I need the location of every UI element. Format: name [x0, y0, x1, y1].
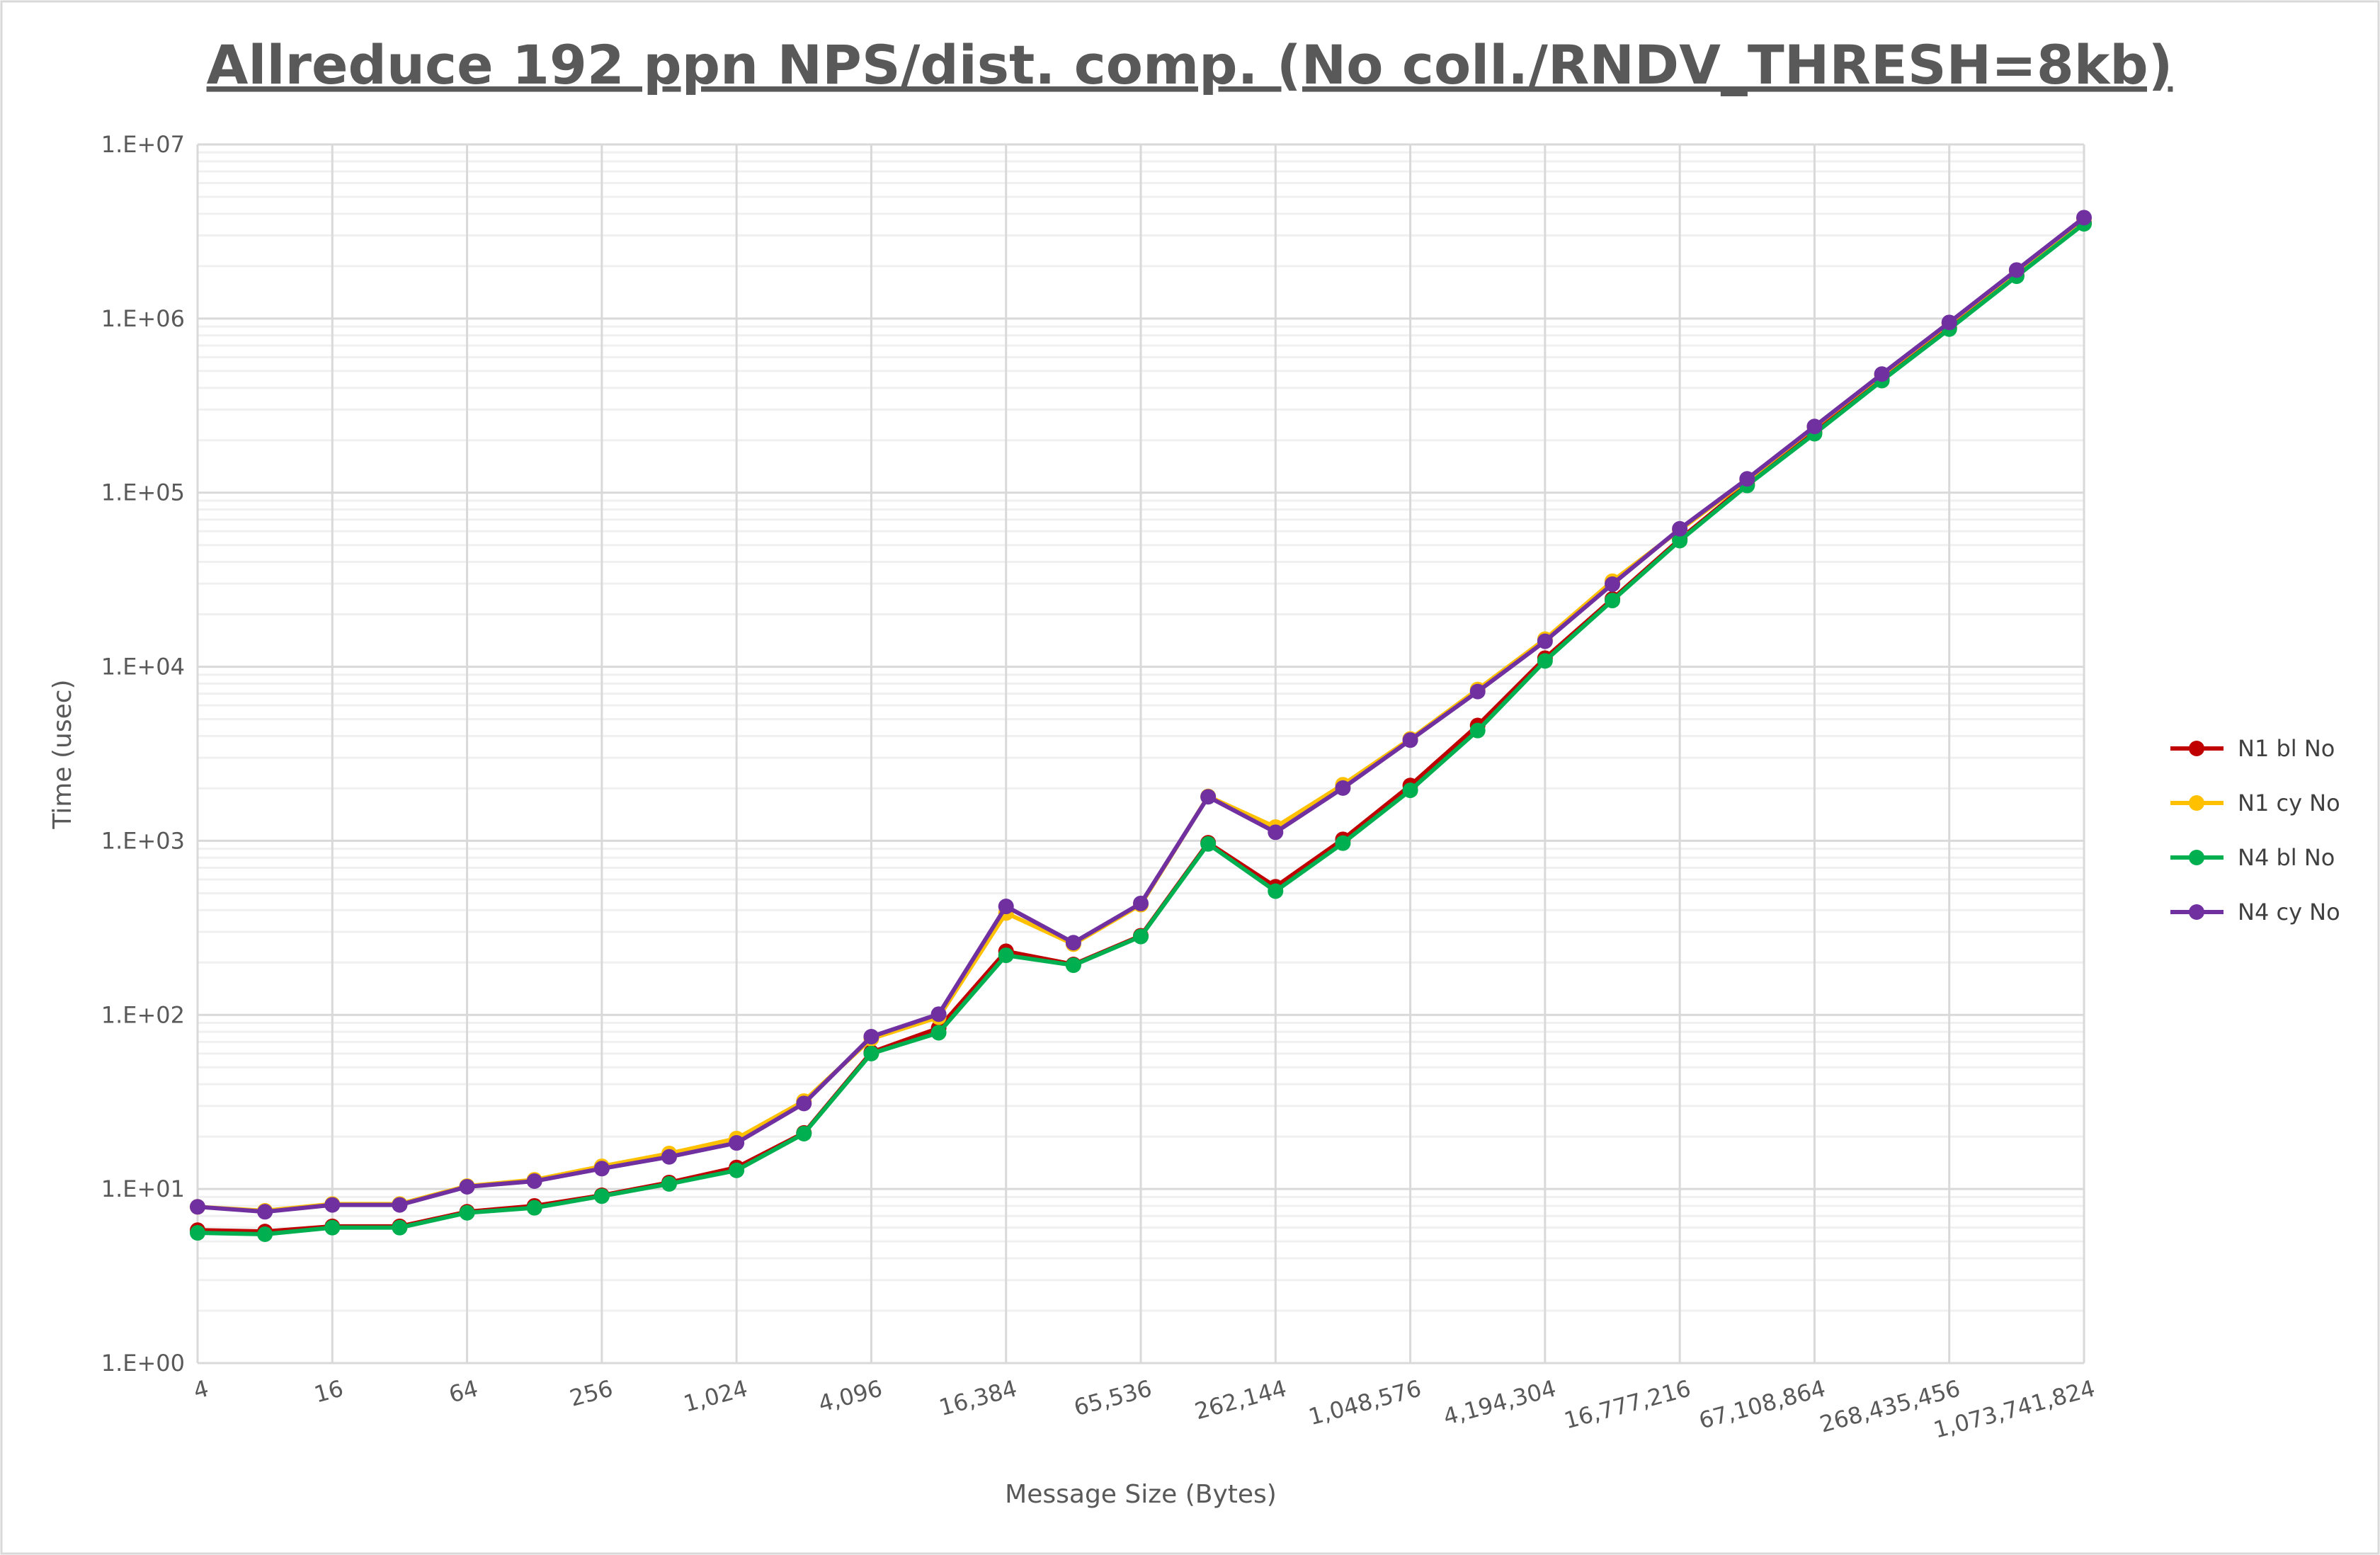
data-point	[1065, 957, 1081, 974]
data-point	[1402, 732, 1418, 748]
data-point	[1335, 835, 1351, 851]
legend-item: N1 bl No	[2170, 735, 2335, 762]
legend-label: N1 cy No	[2238, 790, 2340, 816]
data-point	[1335, 780, 1351, 796]
y-tick-label: 1.E+05	[101, 479, 185, 506]
data-point	[526, 1173, 542, 1189]
series-layer	[190, 210, 2092, 1242]
data-point	[930, 1025, 947, 1041]
data-point	[593, 1161, 610, 1177]
data-point	[1874, 366, 1890, 382]
legend-label: N1 bl No	[2238, 735, 2335, 762]
y-tick-label: 1.E+00	[101, 1350, 185, 1377]
data-point	[257, 1226, 273, 1242]
data-point	[593, 1188, 610, 1204]
data-point	[1268, 824, 1284, 841]
data-point	[190, 1199, 205, 1215]
legend-label: N4 cy No	[2238, 899, 2340, 925]
data-point	[1605, 576, 1620, 592]
data-point	[1605, 593, 1620, 609]
data-point	[661, 1149, 677, 1165]
data-point	[729, 1162, 745, 1178]
legend-marker	[2189, 904, 2204, 920]
data-point	[1941, 314, 1957, 331]
data-point	[1133, 928, 1149, 945]
data-point	[459, 1204, 475, 1221]
data-point	[661, 1175, 677, 1192]
data-point	[2076, 210, 2092, 226]
y-tick-label: 1.E+02	[101, 1001, 185, 1028]
legend-item: N4 cy No	[2170, 899, 2340, 925]
legend-marker	[2189, 795, 2204, 811]
data-point	[998, 947, 1014, 964]
data-point	[1537, 633, 1553, 649]
gridlines	[196, 143, 2085, 1365]
data-point	[1469, 683, 1486, 700]
series-n4-cy-no	[190, 210, 2092, 1220]
data-point	[1200, 836, 1217, 852]
data-point	[257, 1204, 273, 1220]
legend: N1 bl No N1 cy No N4 bl No N4 cy No	[2170, 735, 2340, 925]
data-point	[1469, 722, 1486, 739]
x-axis-label: Message Size (Bytes)	[1005, 1480, 1277, 1509]
data-point	[729, 1135, 745, 1151]
data-point	[1806, 418, 1823, 435]
data-point	[930, 1006, 947, 1023]
data-point	[796, 1125, 812, 1141]
data-point	[1672, 532, 1688, 549]
data-point	[1537, 653, 1553, 669]
y-axis-label: Time (usec)	[48, 679, 77, 829]
y-tick-label: 1.E+06	[101, 305, 185, 332]
chart-title: Allreduce 192 ppn NPS/dist. comp. (No co…	[207, 33, 2173, 96]
data-point	[324, 1219, 341, 1236]
data-point	[1065, 935, 1081, 951]
y-tick-label: 1.E+07	[101, 131, 185, 158]
legend-label: N4 bl No	[2238, 844, 2335, 871]
data-point	[392, 1219, 408, 1236]
data-point	[863, 1045, 879, 1061]
data-point	[1402, 782, 1418, 799]
data-point	[190, 1225, 205, 1241]
data-point	[459, 1178, 475, 1195]
data-point	[526, 1200, 542, 1216]
data-point	[2008, 262, 2025, 278]
data-point	[998, 899, 1014, 915]
data-point	[796, 1095, 812, 1112]
data-point	[1133, 895, 1149, 911]
data-point	[392, 1197, 408, 1213]
data-point	[324, 1197, 341, 1213]
data-point	[1672, 520, 1688, 537]
legend-marker	[2189, 850, 2204, 865]
legend-item: N4 bl No	[2170, 844, 2335, 871]
y-tick-label: 1.E+03	[101, 827, 185, 854]
y-axis-ticks: 1.E+00 1.E+01 1.E+02 1.E+03 1.E+04 1.E+05 1.E+…	[101, 131, 185, 1377]
legend-item: N1 cy No	[2170, 790, 2340, 816]
y-tick-label: 1.E+01	[101, 1175, 185, 1202]
legend-marker	[2189, 741, 2204, 756]
data-point	[1268, 883, 1284, 899]
data-point	[1739, 471, 1755, 487]
data-point	[863, 1029, 879, 1045]
data-point	[1200, 789, 1217, 805]
y-tick-label: 1.E+04	[101, 654, 185, 680]
